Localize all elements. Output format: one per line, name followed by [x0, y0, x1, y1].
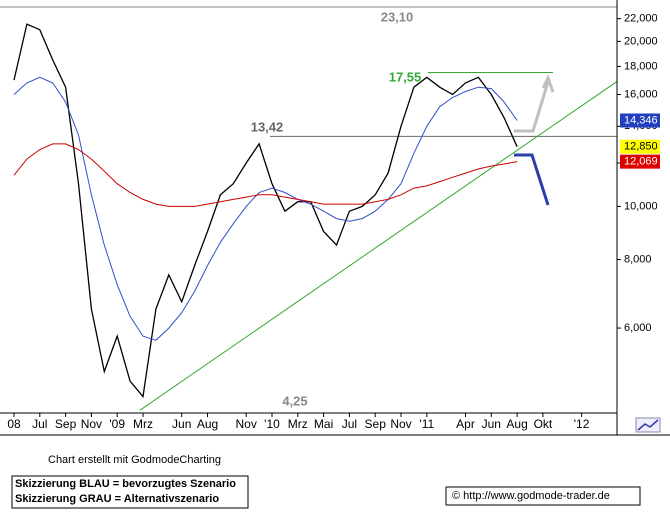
- y-tick-label: 18,000: [624, 60, 658, 72]
- x-tick-label: Aug: [506, 417, 527, 431]
- y-tick-label: 6,000: [624, 322, 652, 334]
- x-tick-label: Sep: [365, 417, 387, 431]
- last-value-label: 14,346: [624, 114, 658, 126]
- series-line: [13, 143, 518, 207]
- copyright: © http://www.godmode-trader.de: [452, 490, 610, 502]
- x-tick-label: Okt: [534, 417, 553, 431]
- x-tick-label: Jun: [482, 417, 501, 431]
- blue-scenario: [514, 153, 550, 206]
- trendline: [139, 81, 617, 411]
- last-value-label: 12,850: [624, 141, 658, 153]
- y-tick-label: 22,000: [624, 13, 658, 25]
- last-value-box: [620, 139, 660, 154]
- x-tick-label: '12: [574, 417, 590, 431]
- y-tick-label: 16,000: [624, 88, 658, 100]
- x-tick-label: '10: [264, 417, 280, 431]
- series-line: [13, 23, 518, 399]
- x-tick-label: Jun: [172, 417, 191, 431]
- copyright-box: [445, 486, 641, 506]
- grey-arrow: [541, 74, 555, 93]
- series-line: [13, 76, 518, 341]
- level-label: 23,10: [381, 9, 414, 24]
- grey-scenario: [514, 81, 550, 133]
- x-tick-label: Nov: [81, 417, 102, 431]
- legend-text: Skizzierung GRAU = Alternativszenario: [15, 493, 219, 505]
- last-value-box: [620, 113, 660, 128]
- x-tick-label: Apr: [456, 417, 475, 431]
- last-value-label: 12,069: [624, 156, 658, 168]
- x-tick-label: Mai: [314, 417, 333, 431]
- x-tick-label: Nov: [390, 417, 411, 431]
- x-tick-label: Sep: [55, 417, 77, 431]
- x-tick-label: Mrz: [133, 417, 153, 431]
- x-tick-label: 08: [7, 417, 21, 431]
- x-tick-label: Jul: [32, 417, 47, 431]
- plot-area: [0, 6, 617, 411]
- x-tick-label: Mrz: [288, 417, 308, 431]
- level-label: 4,25: [282, 393, 307, 408]
- y-tick-label: 8,000: [624, 253, 652, 265]
- x-tick-label: Nov: [236, 417, 257, 431]
- legend-box: [11, 475, 249, 509]
- legend-text: Skizzierung BLAU = bevorzugtes Szenario: [15, 478, 236, 490]
- y-tick-label: 10,000: [624, 200, 658, 212]
- last-value-box: [620, 154, 660, 169]
- y-tick-label: 20,000: [624, 35, 658, 47]
- level-label: 13,42: [251, 119, 284, 134]
- level-label: 17,55: [389, 69, 422, 84]
- x-tick-label: Aug: [197, 417, 218, 431]
- x-tick-label: Jul: [342, 417, 357, 431]
- x-tick-label: '09: [109, 417, 125, 431]
- x-tick-label: '11: [419, 417, 434, 431]
- logo: [635, 417, 661, 433]
- credit: Chart erstellt mit GodmodeCharting: [48, 454, 221, 466]
